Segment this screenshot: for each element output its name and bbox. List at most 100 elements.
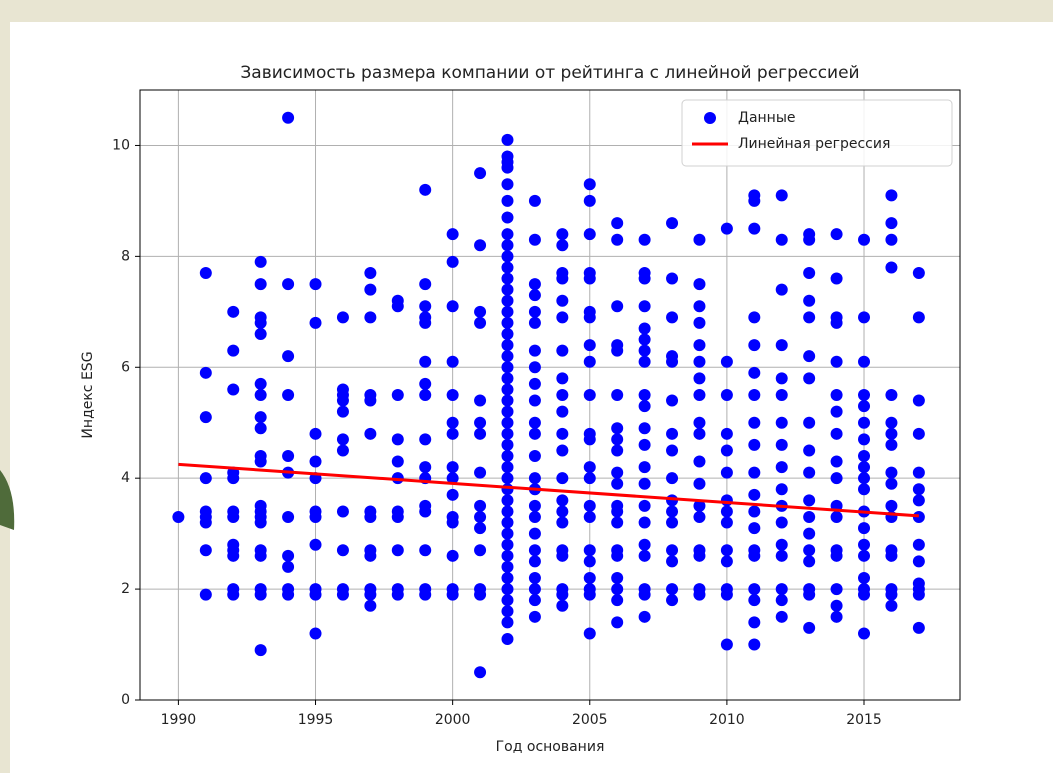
scatter-point [611, 572, 624, 584]
scatter-point [858, 389, 871, 401]
scatter-point [336, 588, 349, 601]
scatter-point [638, 272, 651, 285]
scatter-point [556, 549, 569, 562]
scatter-point [803, 527, 816, 540]
scatter-point [501, 560, 514, 573]
scatter-point [474, 239, 487, 252]
scatter-point [501, 438, 514, 451]
scatter-point [611, 583, 624, 596]
scatter-point [474, 416, 487, 429]
scatter-point [556, 472, 569, 485]
scatter-point [583, 272, 596, 285]
scatter-point [611, 433, 624, 446]
scatter-point [775, 538, 788, 551]
scatter-point [666, 594, 679, 607]
scatter-point [391, 511, 404, 523]
scatter-point [501, 372, 514, 385]
scatter-point [720, 555, 733, 568]
scatter-point [419, 278, 432, 291]
scatter-point [748, 616, 761, 629]
scatter-point [282, 389, 295, 401]
scatter-point [858, 538, 871, 551]
scatter-point [227, 305, 240, 318]
scatter-point [556, 405, 569, 418]
scatter-point [391, 588, 404, 601]
scatter-point [528, 289, 541, 302]
scatter-point [583, 228, 596, 241]
scatter-point [528, 278, 541, 291]
scatter-point [693, 511, 706, 523]
scatter-point [720, 588, 733, 601]
y-tick-label: 10 [112, 137, 130, 153]
scatter-point [611, 217, 624, 230]
scatter-point [474, 522, 487, 535]
scatter-point [638, 477, 651, 490]
scatter-point [199, 588, 212, 601]
scatter-point [501, 572, 514, 584]
scatter-point [638, 333, 651, 346]
scatter-point [748, 505, 761, 518]
scatter-point [528, 499, 541, 512]
scatter-point [474, 394, 487, 407]
scatter-point [803, 621, 816, 634]
scatter-point [501, 394, 514, 407]
scatter-point [720, 638, 733, 651]
chart-title: Зависимость размера компании от рейтинга… [240, 63, 859, 83]
scatter-point [336, 444, 349, 457]
scatter-point [309, 511, 322, 523]
scatter-point [556, 588, 569, 601]
scatter-point [282, 111, 295, 124]
scatter-point [501, 228, 514, 241]
scatter-point [858, 400, 871, 413]
scatter-point [282, 350, 295, 363]
scatter-point [858, 483, 871, 496]
scatter-point [912, 621, 925, 634]
scatter-point [528, 572, 541, 584]
scatter-point [693, 372, 706, 385]
scatter-point [474, 466, 487, 479]
scatter-point [336, 311, 349, 324]
legend: Данные Линейная регрессия [681, 99, 953, 167]
scatter-point [419, 300, 432, 313]
scatter-point [501, 211, 514, 224]
scatter-point [775, 549, 788, 562]
scatter-point [419, 377, 432, 390]
y-tick-label: 2 [121, 581, 130, 597]
scatter-point [748, 583, 761, 596]
scatter-point [556, 239, 569, 252]
scatter-point [254, 255, 267, 268]
scatter-point [501, 305, 514, 318]
scatter-point [611, 466, 624, 479]
scatter-point [583, 555, 596, 568]
scatter-point [638, 300, 651, 313]
scatter-point [775, 594, 788, 607]
scatter-point [556, 444, 569, 457]
scatter-point [309, 538, 322, 551]
scatter-point [501, 178, 514, 191]
scatter-point [501, 483, 514, 496]
scatter-point [666, 272, 679, 285]
scatter-point [611, 594, 624, 607]
scatter-point [446, 389, 459, 401]
scatter-point [336, 394, 349, 407]
scatter-point [336, 405, 349, 418]
scatter-point [501, 272, 514, 285]
scatter-point [501, 549, 514, 562]
scatter-point [611, 389, 624, 401]
scatter-point [528, 544, 541, 557]
scatter-point [446, 228, 459, 241]
scatter-point [528, 305, 541, 318]
scatter-point [720, 516, 733, 529]
scatter-point [309, 427, 322, 440]
scatter-point [611, 549, 624, 562]
scatter-point [501, 633, 514, 645]
scatter-point [666, 555, 679, 568]
scatter-point [830, 549, 843, 562]
scatter-point [858, 522, 871, 535]
legend-label: Линейная регрессия [738, 136, 890, 152]
scatter-point [254, 422, 267, 435]
scatter-point [446, 355, 459, 368]
scatter-point [391, 455, 404, 468]
scatter-point [885, 217, 898, 230]
scatter-point [501, 416, 514, 429]
